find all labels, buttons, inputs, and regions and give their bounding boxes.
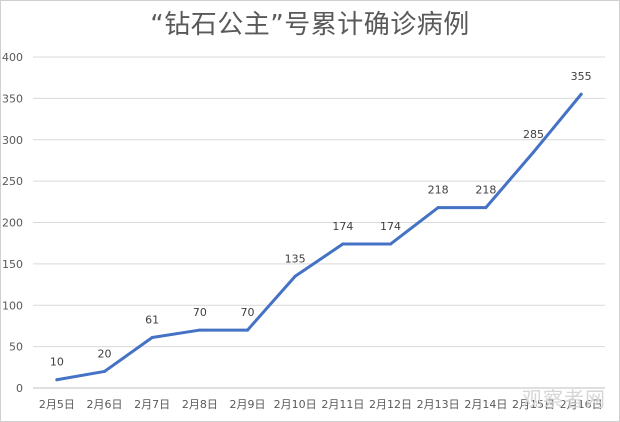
x-tick-label: 2月11日 (321, 398, 364, 411)
data-point (436, 206, 440, 210)
data-label: 218 (428, 184, 449, 197)
data-point (246, 328, 249, 332)
x-tick-label: 2月6日 (87, 398, 123, 411)
data-point (198, 328, 202, 332)
data-label: 174 (380, 220, 401, 233)
y-tick-label: 0 (16, 382, 23, 395)
y-tick-label: 150 (2, 258, 23, 271)
data-label: 70 (241, 306, 255, 319)
data-point (341, 242, 345, 246)
x-tick-label: 2月10日 (274, 398, 317, 411)
x-tick-label: 2月5日 (39, 398, 75, 411)
data-point (484, 206, 488, 210)
y-tick-label: 350 (2, 92, 23, 105)
data-point (150, 336, 154, 340)
data-label: 355 (571, 70, 592, 83)
data-point (532, 150, 535, 154)
data-point (389, 242, 392, 246)
data-label: 218 (475, 184, 496, 197)
y-tick-label: 250 (2, 175, 23, 188)
x-tick-label: 2月16日 (560, 398, 603, 411)
y-tick-label: 100 (2, 299, 23, 312)
y-tick-label: 400 (2, 51, 23, 64)
data-label: 135 (285, 252, 306, 265)
data-point (579, 92, 583, 96)
x-tick-label: 2月14日 (464, 398, 507, 411)
watermark: 观察者网 (522, 387, 606, 411)
chart-title: “钻石公主”号累计确诊病例 (150, 10, 470, 40)
data-label: 285 (523, 128, 544, 141)
x-tick-label: 2月12日 (369, 398, 412, 411)
y-tick-label: 50 (9, 341, 23, 354)
series-line (55, 92, 583, 382)
x-tick-label: 2月9日 (230, 398, 266, 411)
x-tick-label: 2月7日 (134, 398, 170, 411)
y-tick-label: 200 (2, 217, 23, 230)
data-point (55, 378, 59, 382)
data-label: 20 (98, 347, 112, 360)
data-label: 70 (193, 306, 207, 319)
x-tick-label: 2月15日 (512, 398, 555, 411)
data-point (293, 274, 297, 278)
data-label: 10 (50, 356, 64, 369)
data-point (103, 369, 106, 373)
y-tick-label: 300 (2, 134, 23, 147)
data-label: 61 (145, 314, 159, 327)
x-tick-label: 2月8日 (182, 398, 218, 411)
data-label: 174 (332, 220, 353, 233)
x-tick-label: 2月13日 (417, 398, 460, 411)
